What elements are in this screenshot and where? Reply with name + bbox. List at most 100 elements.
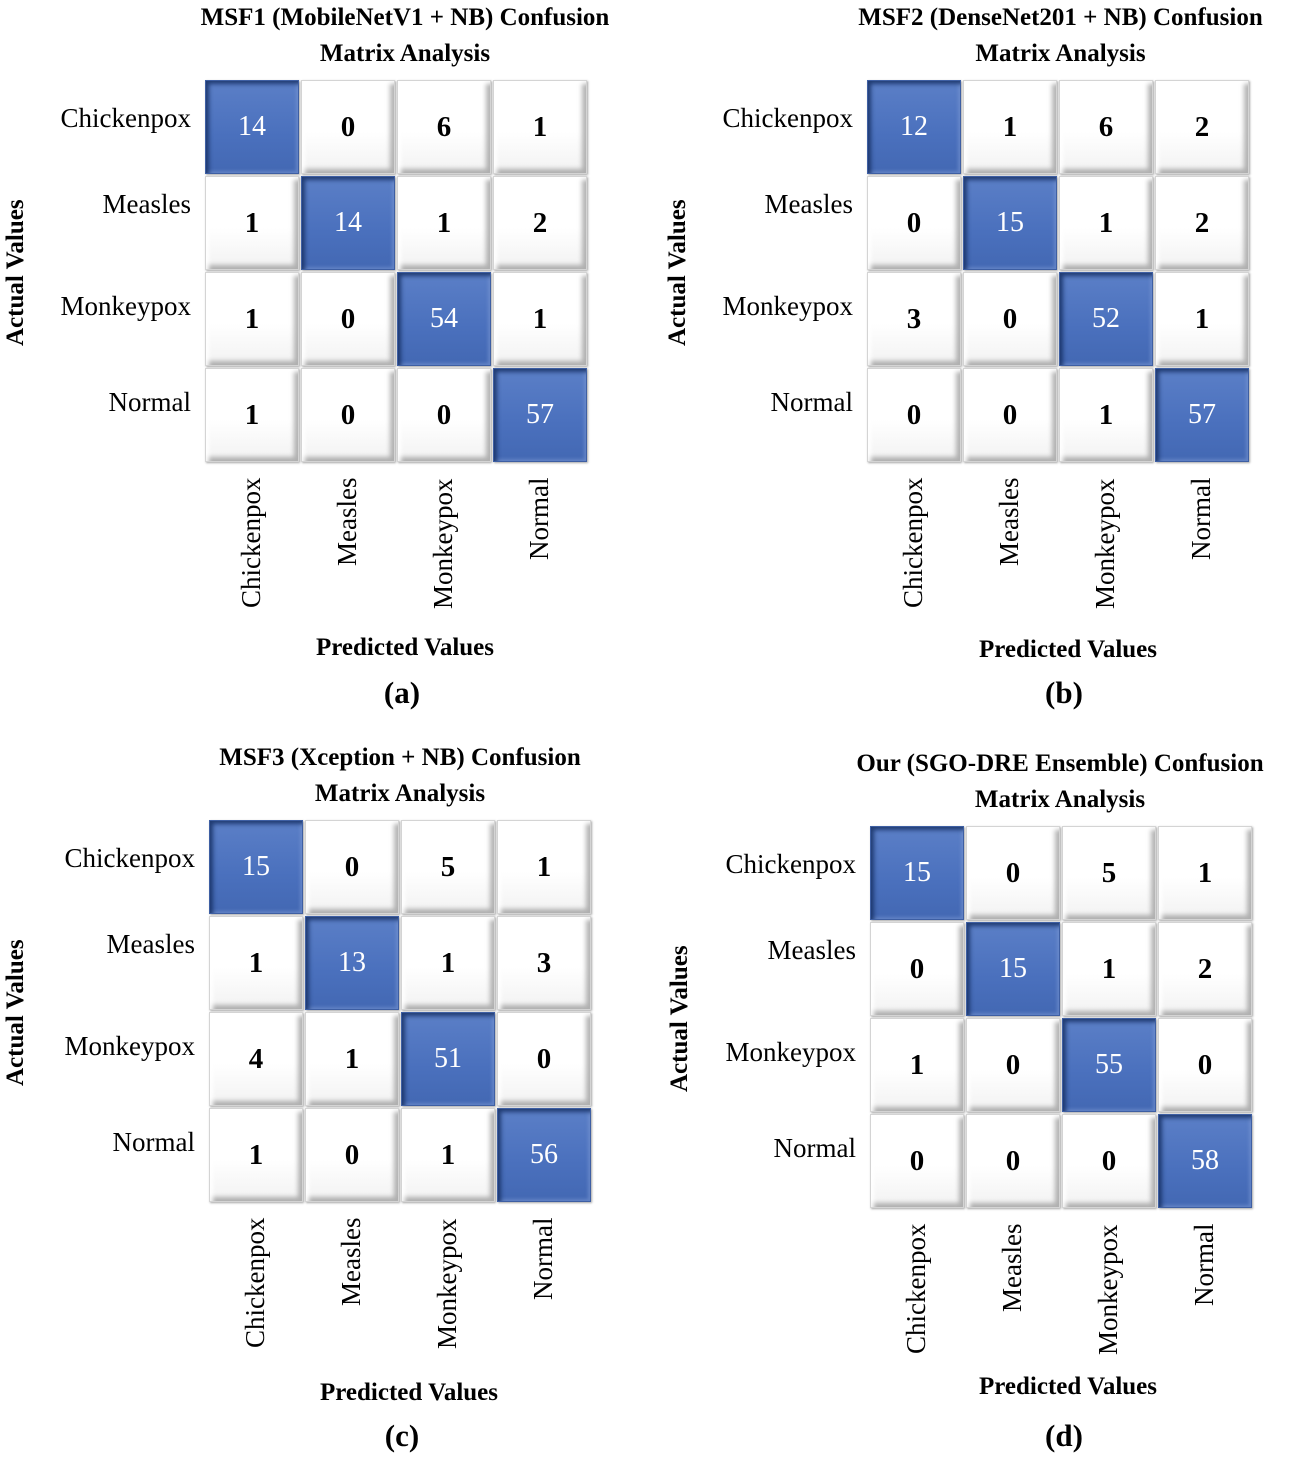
matrix-cell-r1-c3: 6 [397,80,491,174]
matrix-cell-r4-c2: 0 [966,1114,1060,1208]
matrix-cell-r1-c1: 12 [867,80,961,174]
matrix-cell-r3-c4: 0 [1158,1018,1252,1112]
matrix-cell-r1-c3: 6 [1059,80,1153,174]
row-label-chickenpox: Chickenpox [64,843,195,873]
column-label-measles: Measles [994,477,1024,566]
matrix-cell-r2-c1: 1 [209,916,303,1010]
matrix-cell-r2-c4: 2 [1155,176,1249,270]
matrix-cell-r3-c1: 4 [209,1012,303,1106]
column-label-monkeypox: Monkeypox [1090,478,1120,610]
panel-title-line-1: MSF3 (Xception + NB) Confusion [219,744,581,771]
column-label-monkeypox: Monkeypox [1093,1224,1123,1356]
row-label-measles: Measles [106,929,195,959]
matrix-cell-r4-c1: 0 [867,368,961,462]
matrix-cell-r3-c1: 3 [867,272,961,366]
matrix-cell-r3-c2: 0 [301,272,395,366]
matrix-cell-r4-c3: 1 [401,1108,495,1202]
matrix-cell-r3-c4: 1 [1155,272,1249,366]
matrix-cell-r2-c4: 3 [497,916,591,1010]
matrix-cell-r1-c4: 1 [1158,826,1252,920]
matrix-cell-r3-c4: 1 [493,272,587,366]
matrix-cell-r2-c2: 15 [966,922,1060,1016]
matrix-cell-r1-c4: 1 [497,820,591,914]
matrix-cell-r1-c2: 0 [305,820,399,914]
x-axis-label: Predicted Values [315,634,494,661]
row-label-normal: Normal [773,1133,856,1163]
row-label-chickenpox: Chickenpox [725,849,856,879]
matrix-cell-r2-c1: 0 [867,176,961,270]
column-label-normal: Normal [1186,477,1216,560]
x-axis-label: Predicted Values [978,1373,1157,1400]
matrix-cell-r4-c3: 0 [397,368,491,462]
matrix-cell-r4-c2: 0 [963,368,1057,462]
panel-title: Our (SGO-DRE Ensemble) Confusion Matrix … [800,746,1305,818]
y-axis-label: Actual Values [2,198,29,346]
matrix-cell-r2-c2: 13 [305,916,399,1010]
panel-title: MSF3 (Xception + NB) Confusion Matrix An… [140,740,660,812]
matrix-cell-r4-c2: 0 [301,368,395,462]
column-label-normal: Normal [524,477,554,560]
matrix-cell-r2-c3: 1 [1059,176,1153,270]
matrix-cell-r2-c4: 2 [493,176,587,270]
matrix-cell-r1-c3: 5 [401,820,495,914]
x-axis-label: Predicted Values [978,636,1157,663]
matrix-cell-r4-c3: 1 [1059,368,1153,462]
column-label-measles: Measles [336,1217,366,1306]
matrix-cell-r1-c3: 5 [1062,826,1156,920]
matrix-cell-r1-c2: 0 [966,826,1060,920]
matrix-cell-r3-c3: 55 [1062,1018,1156,1112]
matrix-cell-r3-c2: 1 [305,1012,399,1106]
row-label-monkeypox: Monkeypox [725,1037,857,1067]
column-label-chickenpox: Chickenpox [236,477,266,608]
matrix-cell-r1-c1: 15 [870,826,964,920]
panel-label: (a) [383,675,421,710]
matrix-cell-r4-c4: 58 [1158,1114,1252,1208]
matrix-cell-r2-c2: 15 [963,176,1057,270]
panel-title-line-2: Matrix Analysis [319,40,491,67]
row-label-normal: Normal [112,1127,195,1157]
matrix-cell-r1-c2: 1 [963,80,1057,174]
matrix-cell-r3-c3: 51 [401,1012,495,1106]
panel-title-line-1: MSF1 (MobileNetV1 + NB) Confusion [200,4,610,31]
matrix-cell-r1-c4: 2 [1155,80,1249,174]
row-label-chickenpox: Chickenpox [722,103,853,133]
panel-label: (c) [384,1418,420,1453]
matrix-cell-r4-c4: 56 [497,1108,591,1202]
row-label-normal: Normal [770,387,853,417]
panel-title-line-2: Matrix Analysis [975,40,1146,67]
matrix-cell-r4-c4: 57 [493,368,587,462]
row-label-monkeypox: Monkeypox [64,1031,196,1061]
matrix-cell-r2-c3: 1 [1062,922,1156,1016]
matrix-cell-r3-c2: 0 [963,272,1057,366]
panel-title-line-2: Matrix Analysis [314,780,486,807]
matrix-cell-r4-c1: 1 [209,1108,303,1202]
column-label-measles: Measles [997,1223,1027,1312]
panel-title: MSF1 (MobileNetV1 + NB) Confusion Matrix… [140,0,670,72]
x-axis-label: Predicted Values [319,1379,498,1406]
panel-title: MSF2 (DenseNet201 + NB) Confusion Matrix… [798,0,1305,72]
column-label-measles: Measles [332,477,362,566]
matrix-cell-r2-c1: 0 [870,922,964,1016]
row-label-monkeypox: Monkeypox [60,291,192,321]
row-label-measles: Measles [764,189,853,219]
matrix-cell-r2-c3: 1 [401,916,495,1010]
matrix-cell-r3-c2: 0 [966,1018,1060,1112]
row-label-measles: Measles [102,189,191,219]
column-label-chickenpox: Chickenpox [240,1217,270,1348]
matrix-cell-r2-c1: 1 [205,176,299,270]
matrix-cell-r4-c4: 57 [1155,368,1249,462]
panel-title-line-1: MSF2 (DenseNet201 + NB) Confusion [858,4,1263,31]
matrix-cell-r4-c3: 0 [1062,1114,1156,1208]
matrix-cell-r3-c3: 52 [1059,272,1153,366]
matrix-cell-r2-c2: 14 [301,176,395,270]
y-axis-label: Actual Values [664,198,691,346]
row-label-chickenpox: Chickenpox [60,103,191,133]
column-label-monkeypox: Monkeypox [432,1218,462,1350]
matrix-cell-r4-c1: 1 [205,368,299,462]
column-label-normal: Normal [528,1217,558,1300]
matrix-cell-r2-c4: 2 [1158,922,1252,1016]
y-axis-label: Actual Values [666,944,693,1092]
matrix-cell-r3-c1: 1 [870,1018,964,1112]
panel-label: (d) [1045,1418,1083,1453]
matrix-cell-r1-c1: 14 [205,80,299,174]
